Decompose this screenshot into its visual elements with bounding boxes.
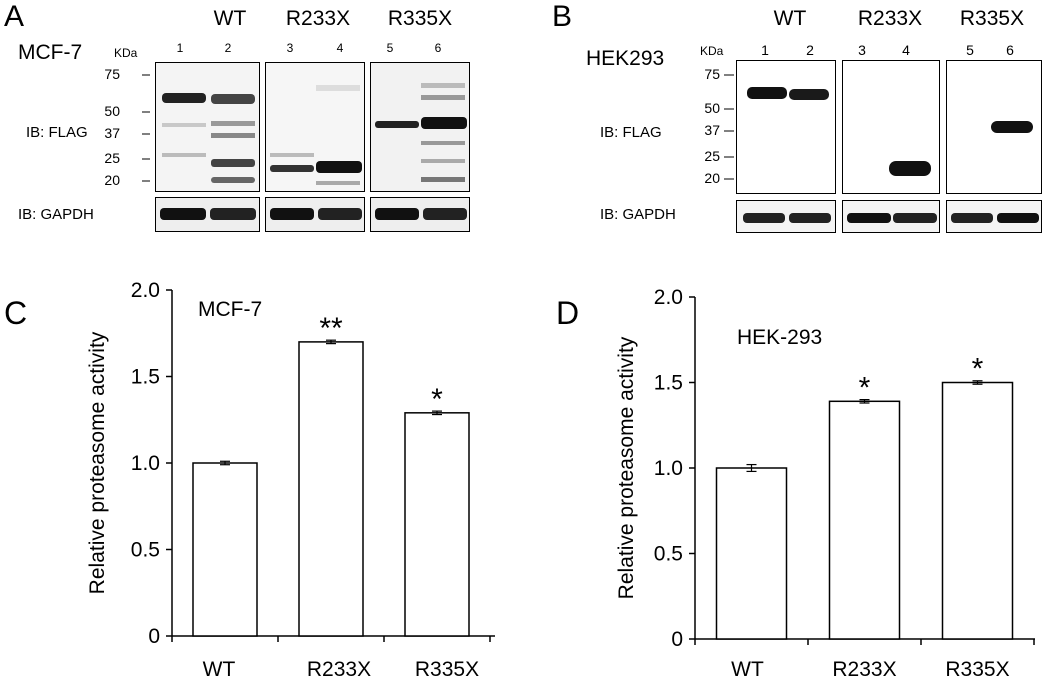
chart-d: 0 0.5 1.0 1.5 2.0 WT * R233X * R335X HEK-293 Relati… [615, 286, 1035, 681]
kda-label: KDa [114, 46, 138, 60]
x-tick-label: WT [731, 658, 764, 681]
mw-marker: 25 [104, 150, 120, 166]
y-tick-label: 1.5 [654, 372, 683, 395]
y-tick-label: 0.5 [654, 543, 683, 566]
group-label-wt: WT [773, 7, 807, 30]
blot-gapdh-r233x [265, 197, 365, 232]
mw-marker: 20 [104, 172, 120, 188]
y-tick-label: 0.5 [131, 539, 160, 562]
cell-line-label: HEK293 [586, 47, 665, 70]
ib-gapdh-label: IB: GAPDH [600, 206, 676, 223]
significance-marker: * [859, 371, 871, 404]
blot-gapdh-r335x [946, 200, 1042, 233]
lane-number: 5 [386, 41, 394, 55]
chart-title: MCF-7 [198, 298, 262, 321]
bar [192, 462, 258, 637]
x-tick-label: WT [203, 658, 236, 681]
mw-ticks [724, 74, 734, 180]
blot-flag-wt [155, 62, 260, 192]
ib-gapdh-label: IB: GAPDH [18, 206, 94, 223]
lane-number: 1 [176, 41, 184, 55]
lane-number: 6 [1006, 42, 1014, 58]
panel-letter-a: A [4, 0, 25, 33]
group-label-wt: WT [213, 7, 247, 30]
x-tick-label: R233X [307, 658, 371, 681]
ib-flag-label: IB: FLAG [600, 124, 662, 141]
bar [941, 381, 1014, 640]
y-tick-label: 0 [148, 625, 160, 648]
bar [715, 467, 788, 640]
chart-title: HEK-293 [737, 326, 822, 349]
lane-number: 2 [224, 41, 232, 55]
significance-marker: * [972, 353, 984, 386]
blot-flag-r233x [842, 60, 940, 194]
lane-number: 1 [761, 42, 769, 58]
mw-ticks [142, 74, 150, 182]
mw-marker: 75 [104, 66, 120, 82]
blot-gapdh-r335x [370, 197, 470, 232]
y-tick-label: 1.0 [654, 457, 683, 480]
y-tick-label: 1.0 [131, 452, 160, 475]
lane-number: 3 [286, 41, 294, 55]
mw-marker: 50 [704, 100, 720, 116]
blot-flag-r335x [946, 60, 1042, 194]
mw-marker: 37 [704, 122, 720, 138]
cell-line-label: MCF-7 [18, 41, 83, 64]
group-label-r233x: R233X [285, 7, 351, 30]
lane-number: 6 [434, 41, 442, 55]
group-label-r335x: R335X [959, 7, 1025, 30]
blot-gapdh-r233x [842, 200, 940, 233]
y-axis-label: Relative proteasome activity [615, 336, 638, 599]
significance-marker: * [431, 383, 443, 416]
x-tick-label: R335X [945, 658, 1009, 681]
chart-c: 0 0.5 1.0 1.5 2.0 WT ** R233X * R335X MCF-7 Relativ… [86, 279, 495, 681]
y-axis-label: Relative proteasome activity [86, 331, 109, 594]
blot-gapdh-wt [736, 200, 836, 233]
ib-flag-label: IB: FLAG [26, 124, 88, 141]
y-tick-label: 2.0 [654, 286, 683, 309]
lane-number: 5 [966, 42, 974, 58]
lane-number: 4 [336, 41, 344, 55]
mw-marker: 20 [704, 170, 720, 186]
y-tick-label: 0 [671, 628, 683, 651]
panel-letter-b: B [552, 0, 573, 33]
kda-label: KDa [700, 44, 724, 58]
lane-number: 3 [858, 42, 866, 58]
y-tick-label: 2.0 [131, 279, 160, 302]
significance-marker: ** [319, 312, 343, 345]
x-tick-label: R233X [832, 658, 896, 681]
blot-gapdh-wt [155, 197, 260, 232]
bar [828, 400, 901, 640]
blot-flag-r335x [370, 62, 470, 192]
blot-flag-wt [736, 60, 836, 194]
panel-letter-d: D [556, 295, 580, 331]
mw-marker: 50 [104, 103, 120, 119]
group-label-r335x: R335X [387, 7, 453, 30]
mw-marker: 75 [704, 66, 720, 82]
blot-flag-r233x [265, 62, 365, 192]
x-tick-label: R335X [415, 658, 479, 681]
group-label-r233x: R233X [857, 7, 923, 30]
panel-letter-c: C [4, 295, 28, 331]
lane-number: 2 [806, 42, 814, 58]
y-tick-label: 1.5 [131, 366, 160, 389]
lane-number: 4 [902, 42, 910, 58]
bar [298, 341, 364, 637]
mw-marker: 37 [104, 125, 120, 141]
bar [404, 412, 470, 637]
mw-marker: 25 [704, 148, 720, 164]
